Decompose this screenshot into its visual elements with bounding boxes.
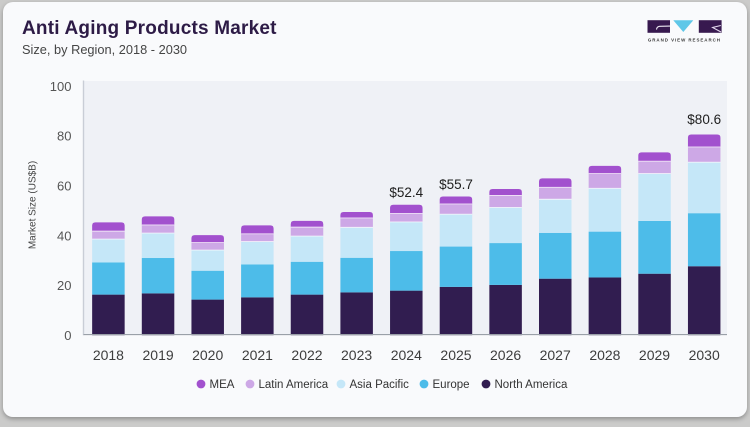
svg-text:Latin America: Latin America <box>259 379 329 391</box>
svg-text:2023: 2023 <box>341 347 372 363</box>
svg-text:2026: 2026 <box>490 347 521 363</box>
svg-text:$55.7: $55.7 <box>439 177 473 192</box>
svg-text:GRAND VIEW RESEARCH: GRAND VIEW RESEARCH <box>648 38 721 43</box>
svg-text:Europe: Europe <box>433 379 470 391</box>
svg-text:Market Size (US$B): Market Size (US$B) <box>28 161 39 249</box>
svg-text:2018: 2018 <box>93 347 124 363</box>
svg-text:0: 0 <box>64 328 71 343</box>
svg-text:80: 80 <box>57 129 71 144</box>
svg-text:North America: North America <box>495 379 568 391</box>
svg-text:2024: 2024 <box>391 347 422 363</box>
svg-text:2028: 2028 <box>589 347 620 363</box>
svg-text:20: 20 <box>57 278 71 293</box>
svg-text:2019: 2019 <box>143 347 174 363</box>
svg-text:MEA: MEA <box>210 379 235 391</box>
svg-text:2029: 2029 <box>639 347 670 363</box>
svg-text:2027: 2027 <box>540 347 571 363</box>
svg-text:Asia Pacific: Asia Pacific <box>350 379 410 391</box>
svg-text:$52.4: $52.4 <box>389 185 423 200</box>
svg-text:40: 40 <box>57 228 71 243</box>
svg-text:2030: 2030 <box>689 347 720 363</box>
svg-text:2020: 2020 <box>192 347 223 363</box>
svg-text:60: 60 <box>57 179 71 194</box>
svg-text:2022: 2022 <box>291 347 322 363</box>
svg-text:100: 100 <box>50 79 72 94</box>
svg-text:$80.6: $80.6 <box>687 112 721 127</box>
svg-text:2025: 2025 <box>440 347 471 363</box>
svg-text:2021: 2021 <box>242 347 273 363</box>
